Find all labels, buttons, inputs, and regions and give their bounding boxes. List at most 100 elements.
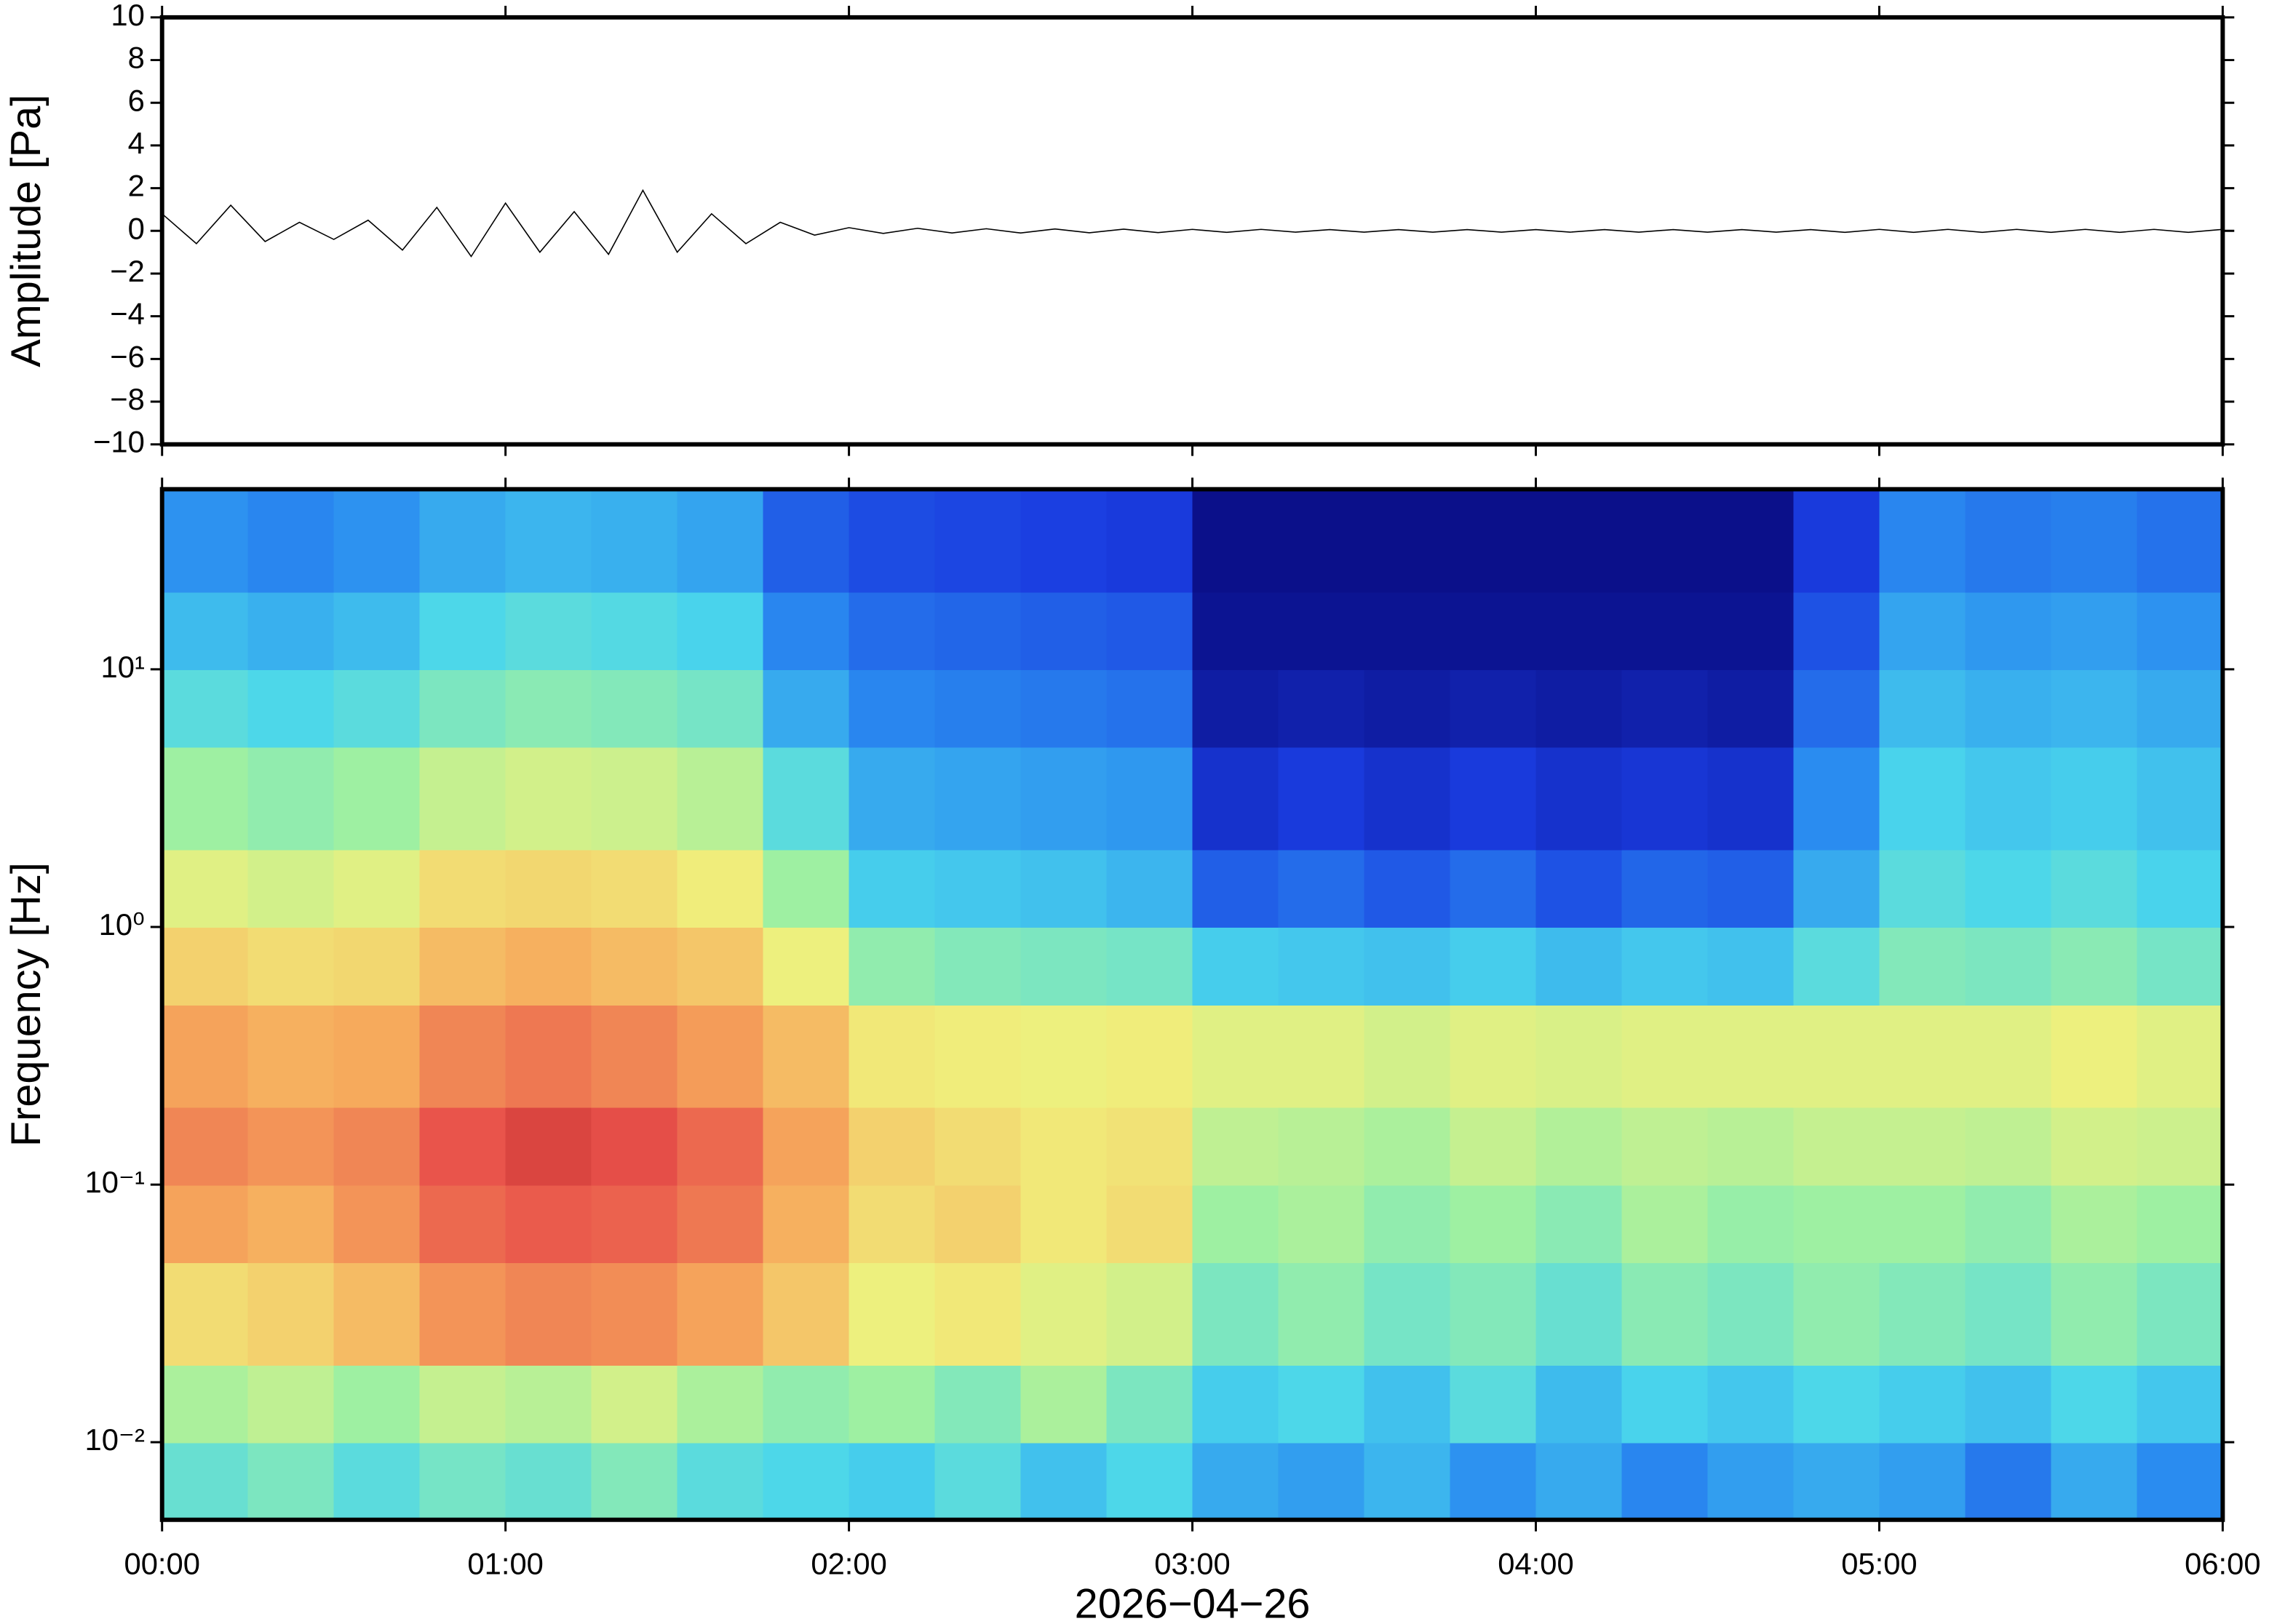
spectrogram-cell bbox=[333, 489, 421, 593]
spectrogram-cell bbox=[1364, 747, 1451, 851]
spectrogram-cell bbox=[2137, 669, 2224, 748]
y-tick-label: −8 bbox=[110, 382, 145, 416]
spectrogram-cell bbox=[1106, 669, 1193, 748]
spectrogram-cell bbox=[763, 1004, 850, 1108]
spectrogram-cell bbox=[1879, 1107, 1966, 1186]
spectrogram-cell bbox=[591, 1442, 678, 1521]
spectrogram-cell bbox=[849, 669, 936, 748]
spectrogram-cell bbox=[333, 1364, 421, 1444]
spectrogram-cell bbox=[419, 1262, 506, 1366]
spectrogram-cell bbox=[1278, 1107, 1365, 1186]
waveform bbox=[162, 188, 2223, 258]
spectrogram-cell bbox=[1106, 1107, 1193, 1186]
x-tick-label: 00:00 bbox=[124, 1546, 199, 1580]
spectrogram-cell bbox=[333, 1442, 421, 1521]
x-tick-label: 05:00 bbox=[1841, 1546, 1917, 1580]
axes: −10 −8 −6 −4 −2 0 2 4 6 8 10 Amplitude [Pa] 10⁻² 10⁻¹… bbox=[3, 0, 2261, 1624]
spectrogram-cell bbox=[419, 1185, 506, 1263]
spectrogram-cell bbox=[1020, 926, 1108, 1006]
spectrogram-cell bbox=[1106, 1004, 1193, 1108]
spectrogram-cell bbox=[1278, 1442, 1365, 1521]
spectrogram-cell bbox=[2051, 1185, 2138, 1263]
spectrogram-cell bbox=[2137, 747, 2224, 851]
spectrogram-cell bbox=[1535, 1107, 1623, 1186]
spectrogram-cell bbox=[419, 669, 506, 748]
spectrogram-cell bbox=[505, 849, 592, 928]
spectrogram-cell bbox=[419, 1442, 506, 1521]
spectrogram-cell bbox=[162, 1364, 249, 1444]
spectrogram-cell bbox=[1793, 1107, 1880, 1186]
spectrogram-cell bbox=[1707, 1364, 1795, 1444]
spectrogram-cell bbox=[162, 592, 249, 671]
spectrogram-cell bbox=[1450, 849, 1537, 928]
spectrogram-cell bbox=[162, 1107, 249, 1186]
spectrogram-cell bbox=[849, 747, 936, 851]
spectrogram-cell bbox=[2051, 669, 2138, 748]
spectrogram-cell bbox=[1793, 1262, 1880, 1366]
spectrogram-cell bbox=[763, 849, 850, 928]
spectrogram-cell bbox=[162, 926, 249, 1006]
spectrogram-cell bbox=[1020, 1185, 1108, 1263]
y-axis-label: Amplitude [Pa] bbox=[3, 95, 49, 367]
spectrogram-cell bbox=[2137, 1004, 2224, 1108]
spectrogram-cell bbox=[677, 1442, 764, 1521]
spectrogram-cell bbox=[162, 849, 249, 928]
spectrogram-cell bbox=[1278, 1262, 1365, 1366]
spectrogram-cell bbox=[1450, 1004, 1537, 1108]
spectrogram-cell bbox=[1965, 1107, 2052, 1186]
spectrogram-cell bbox=[1020, 1107, 1108, 1186]
spectrogram-cell bbox=[1020, 1004, 1108, 1108]
spectrogram-cell bbox=[1535, 1004, 1623, 1108]
spectrogram-cell bbox=[1535, 1262, 1623, 1366]
spectrogram-cell bbox=[1707, 926, 1795, 1006]
x-tick-label: 04:00 bbox=[1498, 1546, 1573, 1580]
spectrogram-cell bbox=[1020, 1262, 1108, 1366]
spectrogram-cell bbox=[1793, 669, 1880, 748]
spectrogram-cell bbox=[162, 669, 249, 748]
spectrogram-cell bbox=[1965, 1185, 2052, 1263]
spectrogram-cell bbox=[1793, 1364, 1880, 1444]
spectrogram-cell bbox=[1450, 1262, 1537, 1366]
spectrogram-cell bbox=[763, 1262, 850, 1366]
spectrogram-cell bbox=[1192, 747, 1279, 851]
spectrogram-cell bbox=[1450, 669, 1537, 748]
spectrogram-cell bbox=[1621, 1004, 1709, 1108]
spectrogram-cell bbox=[247, 592, 335, 671]
spectrogram-cell bbox=[333, 669, 421, 748]
spectrogram-cell bbox=[934, 669, 1022, 748]
spectrogram-cell bbox=[1535, 849, 1623, 928]
y-tick-label: 10 bbox=[111, 0, 144, 32]
spectrogram-cell bbox=[333, 592, 421, 671]
spectrogram-cell bbox=[2137, 926, 2224, 1006]
spectrogram-cell bbox=[1192, 1185, 1279, 1263]
spectrogram-cell bbox=[934, 489, 1022, 593]
spectrogram-cell bbox=[1020, 1364, 1108, 1444]
y-tick-label: −6 bbox=[110, 339, 145, 373]
spectrogram-cell bbox=[505, 592, 592, 671]
spectrogram-cell bbox=[419, 489, 506, 593]
spectrogram-cell bbox=[1621, 849, 1709, 928]
spectrogram-cell bbox=[1707, 1004, 1795, 1108]
spectrogram-cell bbox=[1707, 669, 1795, 748]
spectrogram-cell bbox=[1535, 1185, 1623, 1263]
spectrogram-cell bbox=[1965, 1364, 2052, 1444]
spectrogram-cell bbox=[1879, 489, 1966, 593]
y-tick-label: 10⁻¹ bbox=[84, 1165, 144, 1199]
spectrogram-cell bbox=[934, 926, 1022, 1006]
spectrogram-cell bbox=[505, 1004, 592, 1108]
spectrogram-cell bbox=[1192, 1364, 1279, 1444]
y-tick-label: 4 bbox=[128, 126, 145, 160]
spectrogram-cell bbox=[1106, 849, 1193, 928]
spectrogram-cell bbox=[1364, 926, 1451, 1006]
spectrogram-cell bbox=[763, 669, 850, 748]
spectrogram-cell bbox=[1020, 592, 1108, 671]
spectrogram-cell bbox=[1450, 1107, 1537, 1186]
spectrogram-cell bbox=[1364, 592, 1451, 671]
spectrogram-cell bbox=[677, 1004, 764, 1108]
spectrogram-cell bbox=[677, 1107, 764, 1186]
spectrogram-cell bbox=[1879, 669, 1966, 748]
spectrogram-cell bbox=[1793, 1004, 1880, 1108]
spectrogram-cell bbox=[1278, 1004, 1365, 1108]
spectrogram-cell bbox=[1535, 1442, 1623, 1521]
